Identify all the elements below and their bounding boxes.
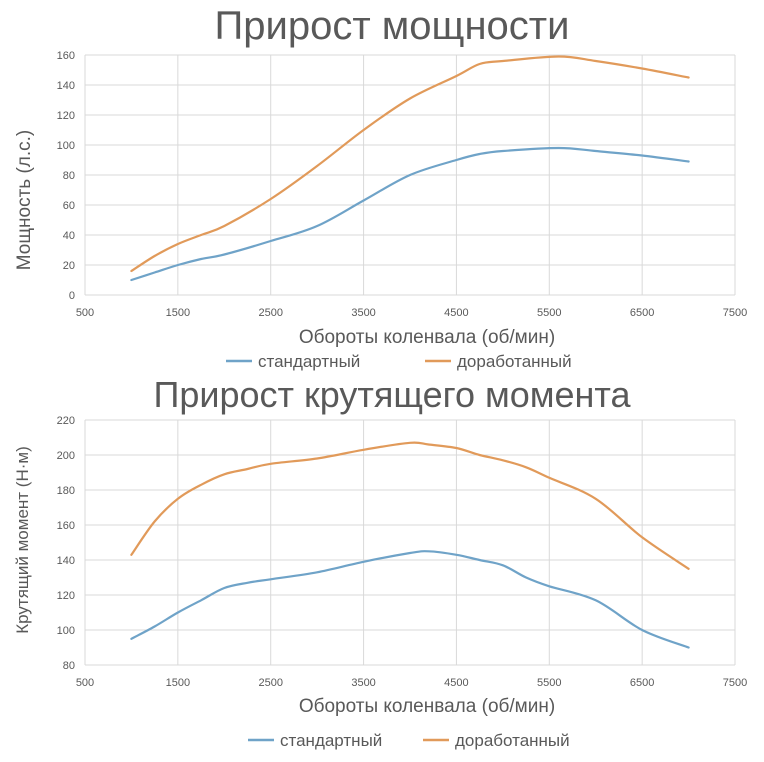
- torque-x-tick-label: 3500: [351, 677, 375, 689]
- torque-y-axis-title: Крутящий момент (Н·м): [13, 446, 32, 634]
- torque-y-tick-label: 180: [57, 485, 75, 497]
- torque-y-tick-label: 120: [57, 590, 75, 602]
- power-y-tick-label: 140: [57, 80, 75, 92]
- power-y-tick-label: 0: [69, 290, 75, 302]
- torque-legend-label-modified: доработанный: [455, 731, 570, 750]
- power-x-tick-label: 7500: [723, 307, 747, 319]
- power-x-axis-title: Обороты коленвала (об/мин): [299, 327, 555, 348]
- power-y-tick-label: 120: [57, 110, 75, 122]
- power-y-tick-label: 160: [57, 50, 75, 62]
- torque-x-tick-label: 4500: [444, 677, 468, 689]
- power-y-tick-label: 60: [63, 200, 75, 212]
- power-y-tick-label: 100: [57, 140, 75, 152]
- torque-legend-label-standard: стандартный: [280, 731, 382, 750]
- torque-series-line-standard: [130, 550, 690, 649]
- power-x-tick-label: 2500: [258, 307, 282, 319]
- torque-chart: Прирост крутящего момента 80 100 120 140 160…: [13, 374, 747, 750]
- power-legend: стандартный доработанный: [226, 352, 572, 371]
- torque-y-tick-label: 100: [57, 625, 75, 637]
- power-plot-area: 0 20 40 60 80 100 120 140 160 500 1500 2500 3500 4500…: [57, 50, 748, 319]
- power-legend-label-modified: доработанный: [457, 352, 572, 371]
- power-chart: Прирост мощности 0 20 40 60 80 100 120 140 160 50…: [14, 4, 747, 371]
- torque-x-tick-label: 1500: [166, 677, 190, 689]
- power-y-tick-label: 80: [63, 170, 75, 182]
- power-x-tick-label: 500: [76, 307, 94, 319]
- power-x-tick-label: 1500: [166, 307, 190, 319]
- power-x-tick-label: 5500: [537, 307, 561, 319]
- power-y-tick-label: 40: [63, 230, 75, 242]
- torque-y-tick-label: 220: [57, 415, 75, 427]
- torque-y-tick-label: 80: [63, 660, 75, 672]
- power-series-line-standard: [130, 146, 690, 282]
- power-y-axis-title: Мощность (л.с.): [14, 130, 35, 270]
- power-y-tick-label: 20: [63, 260, 75, 272]
- torque-y-tick-label: 160: [57, 520, 75, 532]
- torque-y-tick-label: 200: [57, 450, 75, 462]
- torque-x-tick-label: 500: [76, 677, 94, 689]
- torque-plot-area: 80 100 120 140 160 180 200 220 500 1500 2500 3500 45…: [57, 415, 748, 689]
- torque-x-tick-label: 7500: [723, 677, 747, 689]
- torque-y-tick-label: 140: [57, 555, 75, 567]
- power-x-tick-label: 6500: [630, 307, 654, 319]
- torque-chart-title: Прирост крутящего момента: [153, 374, 631, 415]
- torque-series-line-modified: [130, 441, 690, 570]
- torque-x-tick-label: 2500: [258, 677, 282, 689]
- power-chart-title: Прирост мощности: [215, 4, 570, 48]
- torque-x-tick-label: 6500: [630, 677, 654, 689]
- power-x-tick-label: 3500: [351, 307, 375, 319]
- power-legend-label-standard: стандартный: [258, 352, 360, 371]
- power-series-line-modified: [130, 55, 690, 273]
- power-x-tick-label: 4500: [444, 307, 468, 319]
- torque-legend: стандартный доработанный: [248, 731, 570, 750]
- torque-x-tick-label: 5500: [537, 677, 561, 689]
- torque-x-axis-title: Обороты коленвала (об/мин): [299, 696, 555, 717]
